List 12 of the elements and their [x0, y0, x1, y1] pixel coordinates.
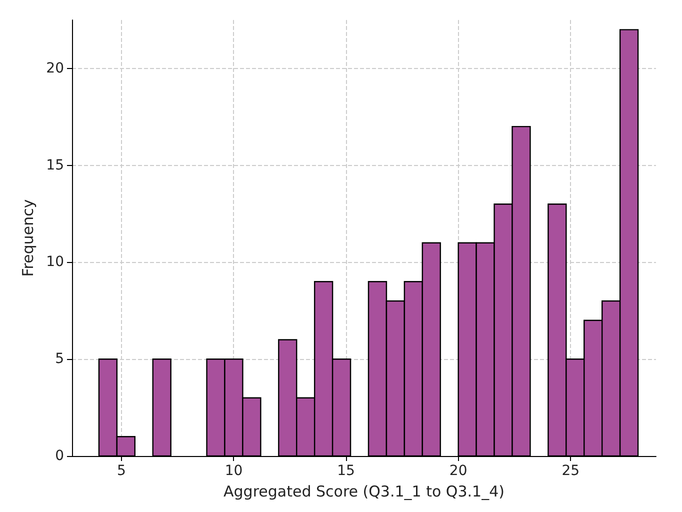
- x-tick-label: 25: [562, 463, 580, 479]
- x-tick-label: 10: [224, 463, 243, 479]
- y-axis-title: Frequency: [18, 199, 37, 277]
- x-axis-title: Aggregated Score (Q3.1_1 to Q3.1_4): [224, 482, 504, 500]
- y-tick-label: 5: [55, 351, 64, 368]
- y-tick-label: 20: [46, 60, 64, 76]
- y-tick-label: 15: [46, 157, 64, 174]
- x-tick-label: 20: [449, 463, 468, 479]
- y-tick-label: 10: [46, 254, 64, 270]
- x-tick-label: 15: [337, 463, 355, 479]
- x-tick-label: 5: [116, 463, 126, 479]
- y-tick-label: 0: [55, 448, 64, 464]
